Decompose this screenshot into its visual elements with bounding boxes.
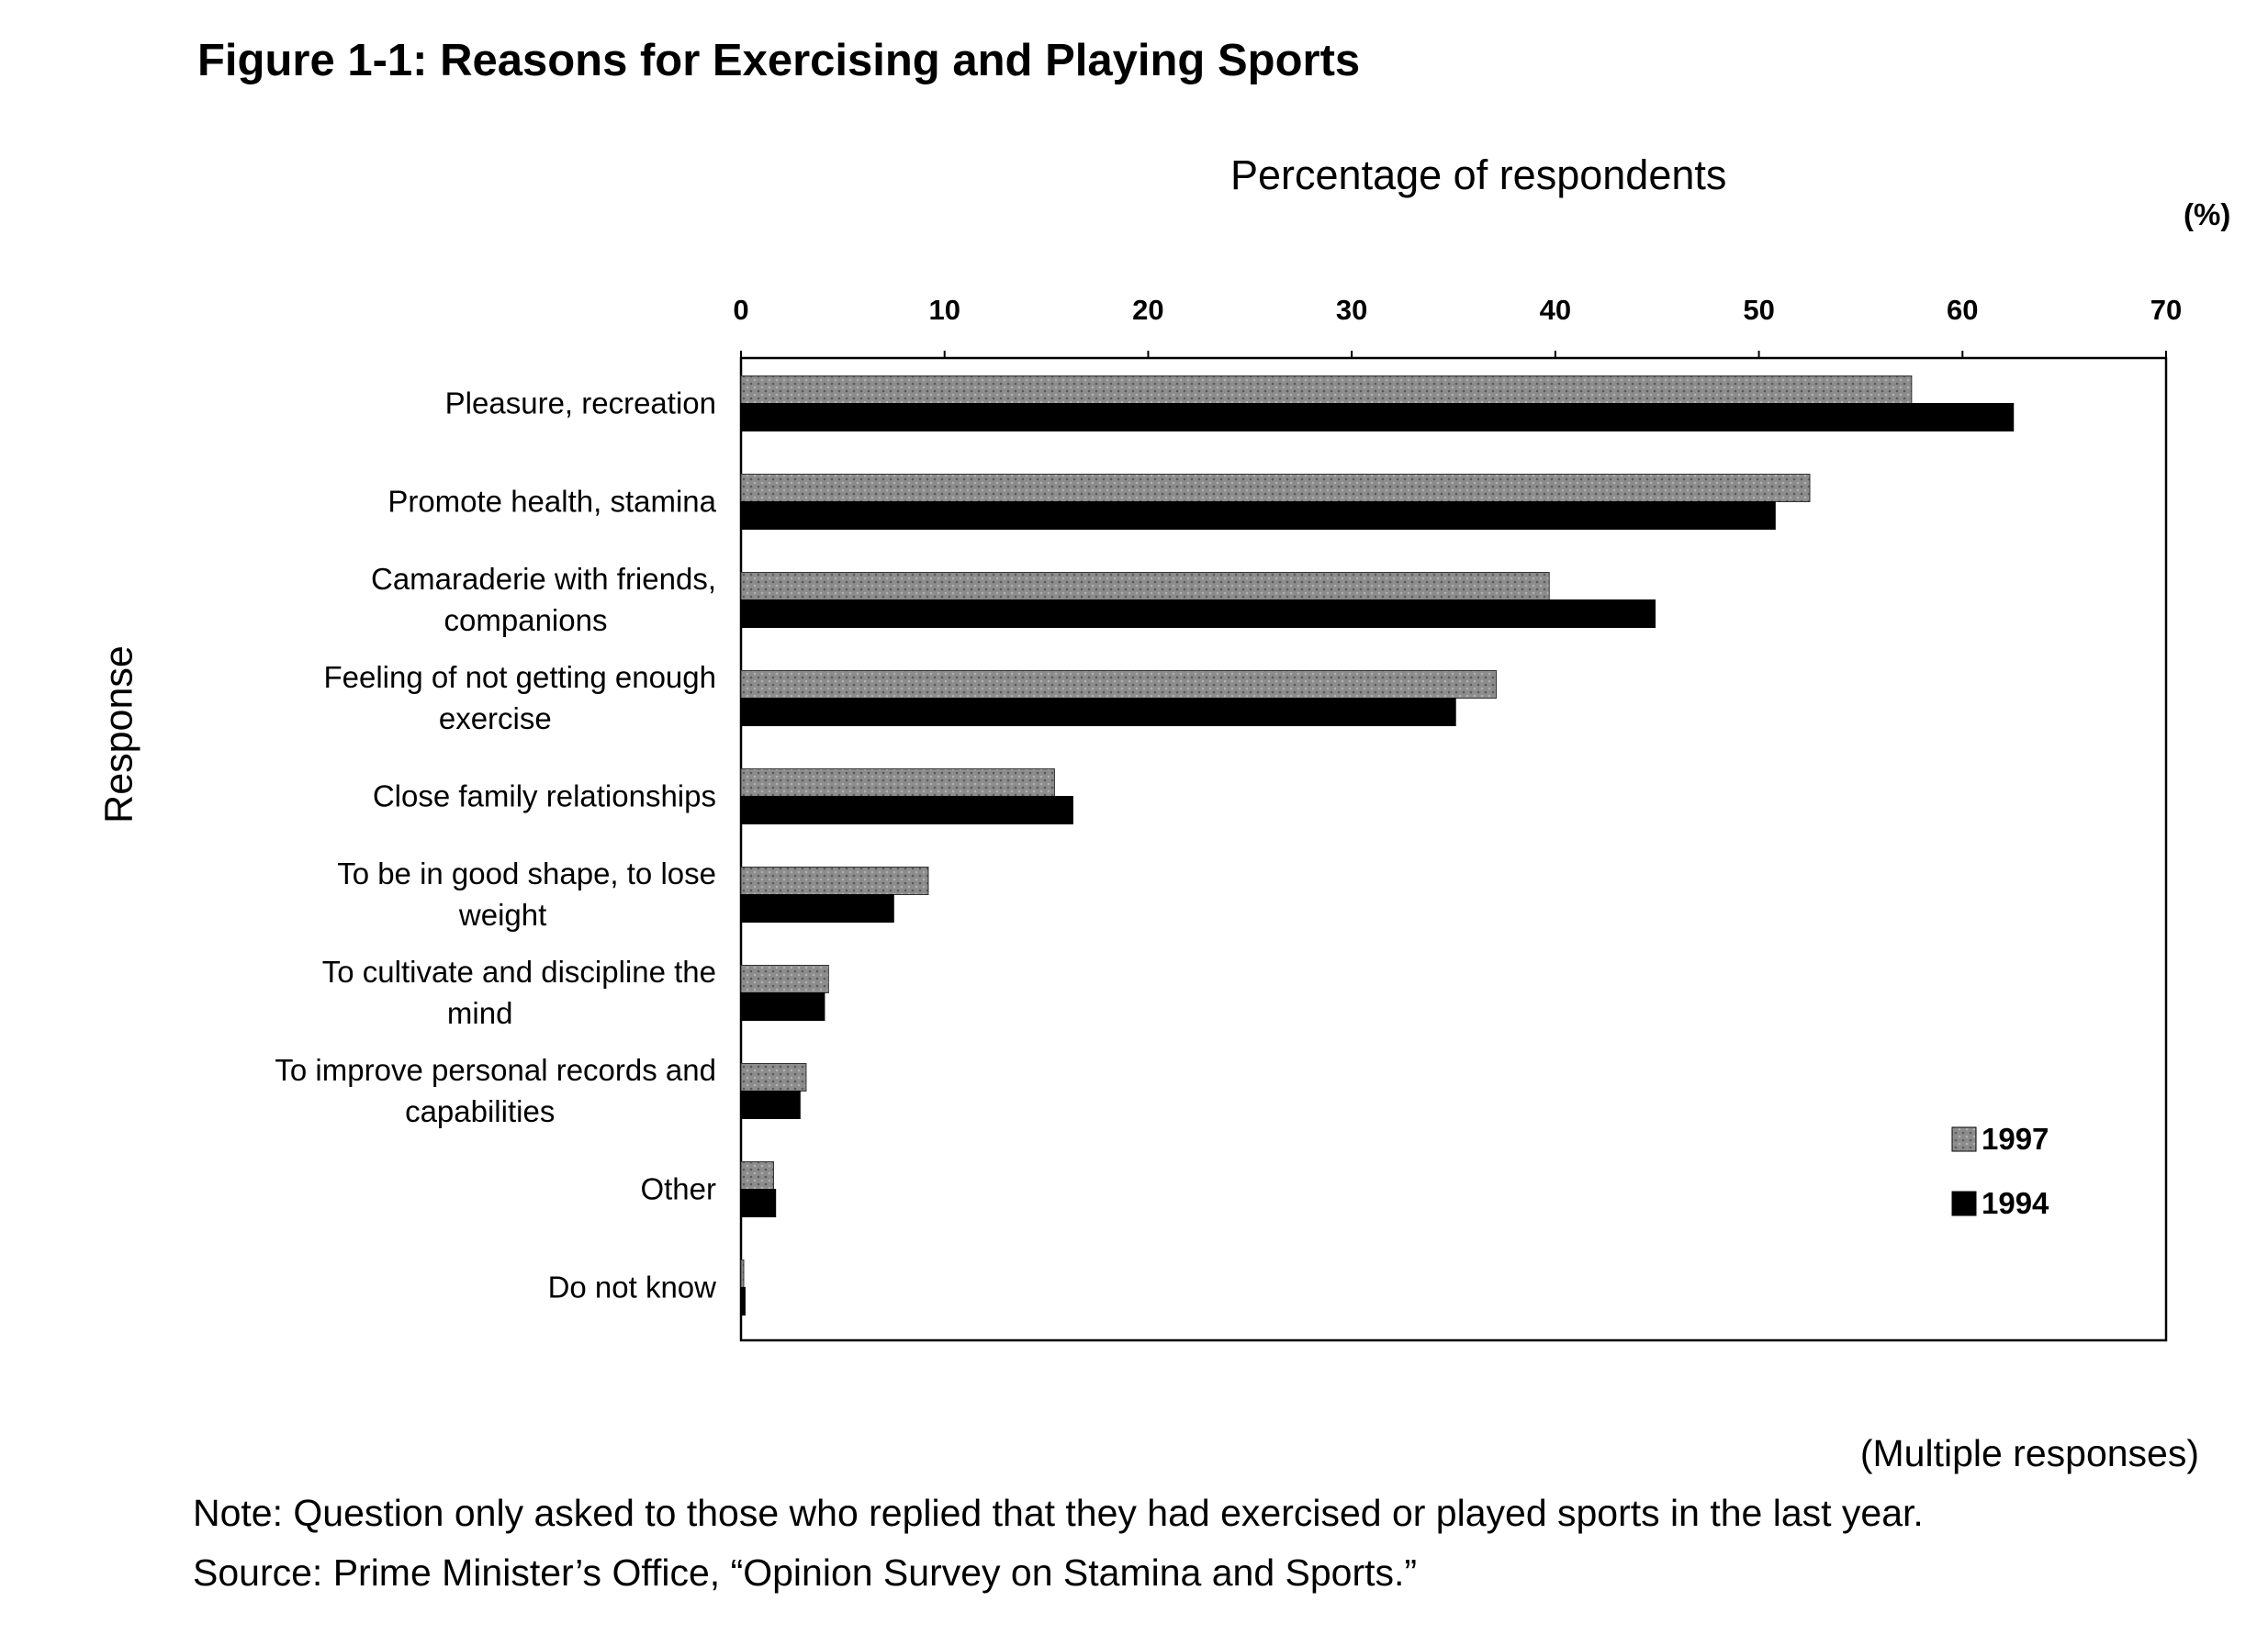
- bar-1997: [740, 375, 1913, 404]
- chart-title: Figure 1-1: Reasons for Exercising and P…: [197, 36, 1361, 85]
- legend-swatch-1994: [1951, 1191, 1977, 1216]
- category-label: Promote health, stamina: [387, 485, 716, 519]
- bar-1994: [740, 796, 1073, 824]
- bar-1994: [740, 1189, 777, 1217]
- bar-1994: [740, 894, 894, 923]
- x-tick-label: 60: [1947, 294, 1978, 326]
- x-tick-label: 40: [1540, 294, 1571, 326]
- category-label: Close family relationships: [373, 779, 716, 813]
- category-label: Pleasure, recreation: [445, 386, 716, 420]
- category-label: To improve personal records and capabilit…: [275, 1053, 716, 1128]
- x-tick-label: 20: [1132, 294, 1163, 326]
- multiple-responses-note: (Multiple responses): [1859, 1432, 2199, 1474]
- legend-label-1994: 1994: [1982, 1186, 2049, 1220]
- bar-1997: [740, 572, 1550, 600]
- x-tick-label: 30: [1336, 294, 1367, 326]
- category-label: Camaraderie with friends, companions: [371, 562, 716, 637]
- x-tick-label: 0: [733, 294, 748, 326]
- unit-label: (%): [2184, 197, 2231, 231]
- bar-1997: [740, 474, 1811, 502]
- bar-1997: [740, 965, 829, 993]
- source-note: Source: Prime Minister’s Office, “Opinio…: [193, 1551, 1418, 1594]
- bar-1997: [740, 1161, 774, 1190]
- bar-1997: [740, 867, 929, 895]
- x-tick-label: 10: [928, 294, 960, 326]
- category-label: Other: [640, 1172, 716, 1206]
- bar-1994: [740, 1287, 746, 1316]
- category-label: Feeling of not getting enough exercise: [323, 660, 716, 735]
- x-tick-label: 70: [2150, 294, 2182, 326]
- plot-frame: [739, 356, 2168, 1342]
- category-label: To be in good shape, to lose weight: [337, 857, 716, 932]
- x-axis-title: Percentage of respondents: [1230, 151, 1727, 198]
- x-tick-label: 50: [1743, 294, 1774, 326]
- bar-1994: [740, 403, 2015, 431]
- legend-label-1997: 1997: [1982, 1122, 2049, 1156]
- category-label: To cultivate and discipline the mind: [322, 955, 716, 1030]
- bar-1997: [740, 768, 1055, 797]
- footnote: Note: Question only asked to those who r…: [193, 1492, 1924, 1534]
- legend-swatch-1997: [1951, 1126, 1977, 1152]
- bar-1997: [740, 670, 1498, 699]
- bar-1994: [740, 599, 1656, 628]
- category-label: Do not know: [548, 1271, 717, 1305]
- bar-1994: [740, 992, 825, 1021]
- bar-1994: [740, 501, 1776, 530]
- bar-1997: [740, 1063, 807, 1092]
- bar-1997: [740, 1260, 745, 1288]
- bar-1994: [740, 698, 1456, 726]
- bar-1994: [740, 1091, 801, 1119]
